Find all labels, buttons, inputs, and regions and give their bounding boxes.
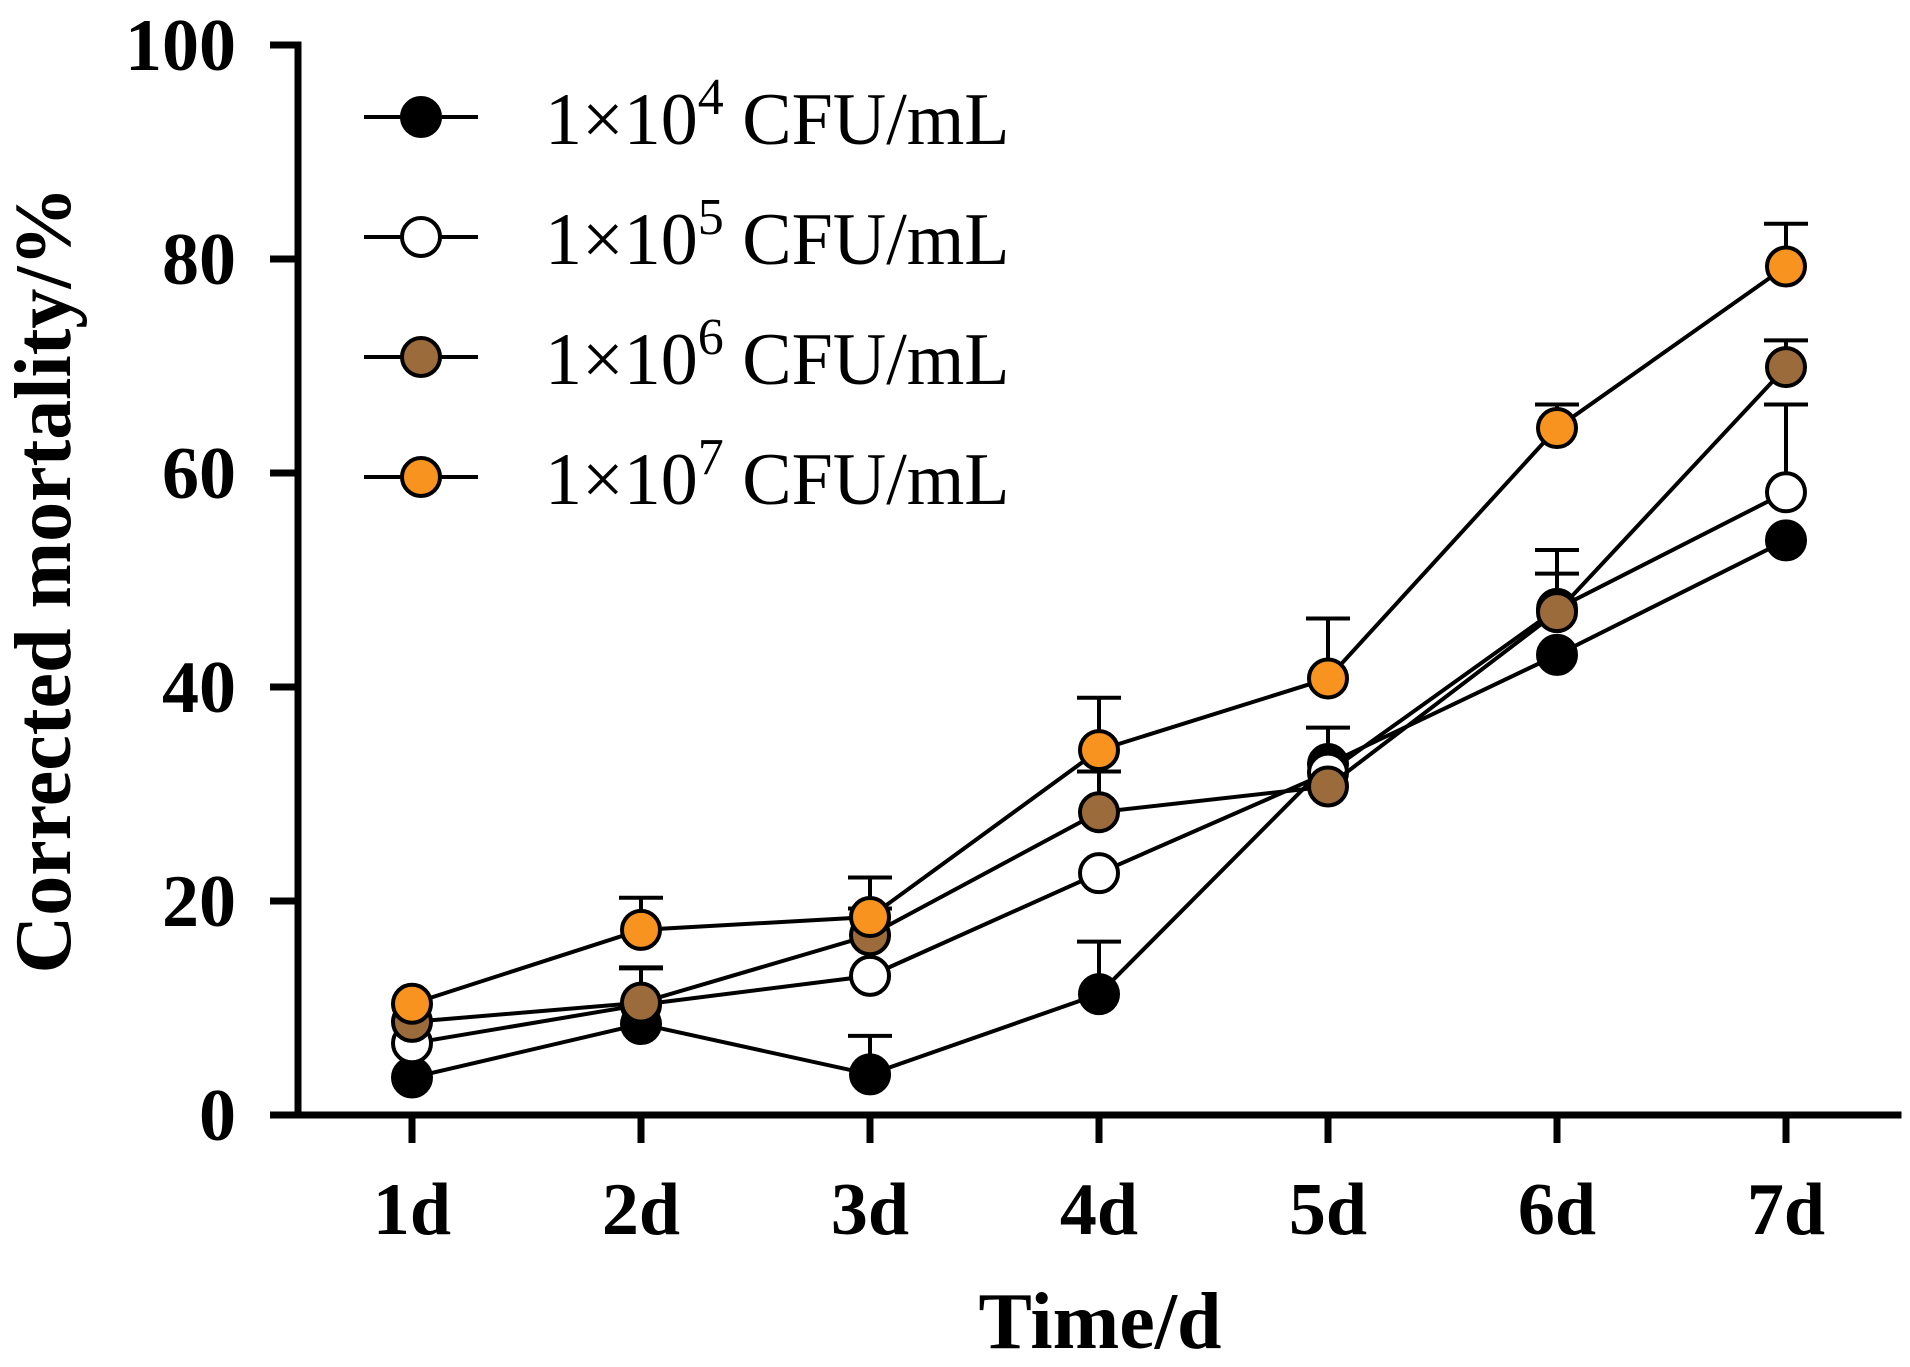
x-tick-label: 3d xyxy=(831,1169,909,1251)
data-point xyxy=(849,954,891,997)
y-ticks: 0 20 40 60 80 100 xyxy=(125,5,298,1157)
data-point xyxy=(620,908,662,951)
legend-label: 1×104 CFU/mL xyxy=(545,69,1010,161)
data-point xyxy=(1078,852,1120,895)
y-axis-title: Corrected mortality/% xyxy=(0,186,88,973)
legend-label: 1×105 CFU/mL xyxy=(545,189,1010,281)
x-tick-label: 2d xyxy=(602,1169,680,1251)
data-point xyxy=(849,1053,891,1096)
legend-marker xyxy=(400,336,442,378)
y-tick-label: 40 xyxy=(162,647,236,729)
legend-item: 1×106 CFU/mL xyxy=(364,309,1010,401)
y-tick-label: 0 xyxy=(199,1075,236,1157)
data-point xyxy=(391,982,433,1025)
data-point xyxy=(849,896,891,939)
series-layer xyxy=(391,221,1808,1099)
legend-item: 1×107 CFU/mL xyxy=(364,429,1010,521)
data-point xyxy=(1536,591,1578,634)
data-point xyxy=(1307,765,1349,808)
legend-item: 1×105 CFU/mL xyxy=(364,189,1010,281)
x-tick-label: 5d xyxy=(1289,1169,1367,1251)
data-point xyxy=(1078,791,1120,834)
data-point xyxy=(1765,471,1807,514)
x-tick-label: 6d xyxy=(1518,1169,1596,1251)
legend-marker xyxy=(400,216,442,258)
x-tick-label: 1d xyxy=(373,1169,451,1251)
data-point xyxy=(1765,346,1807,389)
legend-label: 1×106 CFU/mL xyxy=(545,309,1010,401)
data-point xyxy=(1765,245,1807,288)
x-tick-label: 7d xyxy=(1747,1169,1825,1251)
legend-item: 1×104 CFU/mL xyxy=(364,69,1010,161)
y-tick-label: 100 xyxy=(125,5,236,87)
data-point xyxy=(1536,407,1578,450)
legend: 1×104 CFU/mL 1×105 CFU/mL 1×106 CFU/mL 1×10… xyxy=(364,69,1010,521)
data-point xyxy=(620,981,662,1024)
x-tick-label: 4d xyxy=(1060,1169,1138,1251)
legend-marker xyxy=(400,96,442,138)
data-point xyxy=(1765,519,1807,562)
legend-label: 1×107 CFU/mL xyxy=(545,429,1010,521)
data-point xyxy=(1307,657,1349,700)
y-tick-label: 20 xyxy=(162,861,236,943)
data-point xyxy=(1078,729,1120,772)
x-ticks: 1d 2d 3d 4d 5d 6d 7d xyxy=(373,1115,1825,1251)
data-point xyxy=(1078,973,1120,1016)
series-4 xyxy=(391,221,1808,1025)
legend-marker xyxy=(400,456,442,498)
y-tick-label: 60 xyxy=(162,433,236,515)
x-axis-title: Time/d xyxy=(978,1278,1221,1366)
y-tick-label: 80 xyxy=(162,219,236,301)
data-point xyxy=(1536,633,1578,676)
